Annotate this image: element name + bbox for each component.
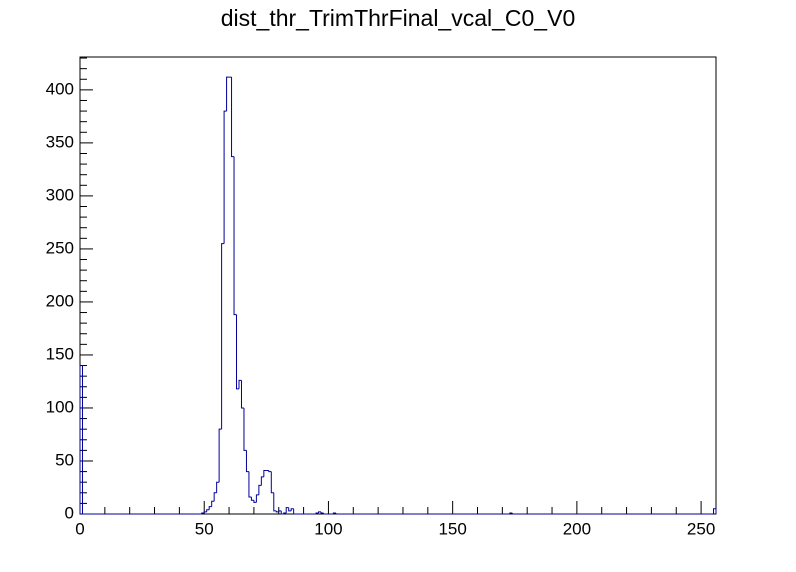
histogram-bin <box>226 76 230 112</box>
histogram-bin <box>231 77 235 158</box>
histogram-bin <box>332 512 336 514</box>
histogram-bin <box>278 510 282 512</box>
histogram-bin <box>275 510 279 513</box>
x-tick-label: 150 <box>438 519 466 538</box>
histogram-bin <box>233 156 237 316</box>
x-tick-label: 250 <box>687 519 715 538</box>
y-tick-label: 400 <box>46 79 74 98</box>
y-tick-label: 100 <box>46 397 74 416</box>
histogram-bin <box>268 470 272 473</box>
y-tick-label: 300 <box>46 185 74 204</box>
histogram-bin <box>253 500 257 503</box>
histogram-bin <box>318 511 321 513</box>
x-tick-label: 0 <box>75 519 84 538</box>
histogram-bin <box>248 471 252 498</box>
histogram-bin <box>288 507 292 512</box>
histogram-bin <box>293 508 297 515</box>
histogram-bin <box>255 494 259 503</box>
x-tick-label: 50 <box>195 519 214 538</box>
histogram-bin <box>280 510 284 515</box>
histogram-bin <box>250 497 254 501</box>
histogram-bin <box>216 481 220 493</box>
histogram-bin <box>509 512 513 514</box>
histogram-bin <box>243 407 247 451</box>
histogram-bin <box>270 471 274 494</box>
histogram-bin <box>283 512 287 514</box>
histogram-bin <box>221 243 225 430</box>
histogram-bin <box>203 511 207 513</box>
x-tick-label: 200 <box>563 519 591 538</box>
histogram-bin <box>285 507 289 513</box>
histogram-bin <box>223 110 227 244</box>
histogram-bin <box>236 314 239 390</box>
histogram-bin <box>201 512 205 514</box>
histogram-bin <box>511 512 515 515</box>
histogram-bin <box>206 509 210 512</box>
histogram-bin <box>79 365 83 514</box>
y-tick-label: 150 <box>46 344 74 363</box>
histogram-bin <box>315 512 319 514</box>
histogram-bin <box>208 506 212 510</box>
histogram-bin <box>213 492 217 502</box>
histogram-bin <box>258 484 262 495</box>
histogram-bin <box>218 428 222 483</box>
histogram-bin <box>320 511 324 514</box>
histogram-bin <box>290 508 294 511</box>
y-tick-label: 250 <box>46 238 74 257</box>
y-tick-label: 0 <box>65 503 74 522</box>
histogram-bin <box>260 476 264 486</box>
x-tick-label: 100 <box>314 519 342 538</box>
histogram-bin <box>211 500 215 507</box>
chart-title: dist_thr_TrimThrFinal_vcal_C0_V0 <box>221 5 576 31</box>
histogram-bin <box>322 512 326 515</box>
y-tick-label: 350 <box>46 132 74 151</box>
histogram-bin <box>273 492 277 512</box>
histogram-bin <box>238 379 242 389</box>
histogram-bin <box>245 450 249 473</box>
histogram-bin <box>263 470 267 477</box>
histogram-bin <box>335 512 339 515</box>
y-tick-label: 50 <box>55 450 74 469</box>
histogram-bin <box>240 380 244 409</box>
histogram-bin <box>713 508 717 514</box>
histogram-bin <box>81 365 85 515</box>
y-tick-label: 200 <box>46 291 74 310</box>
